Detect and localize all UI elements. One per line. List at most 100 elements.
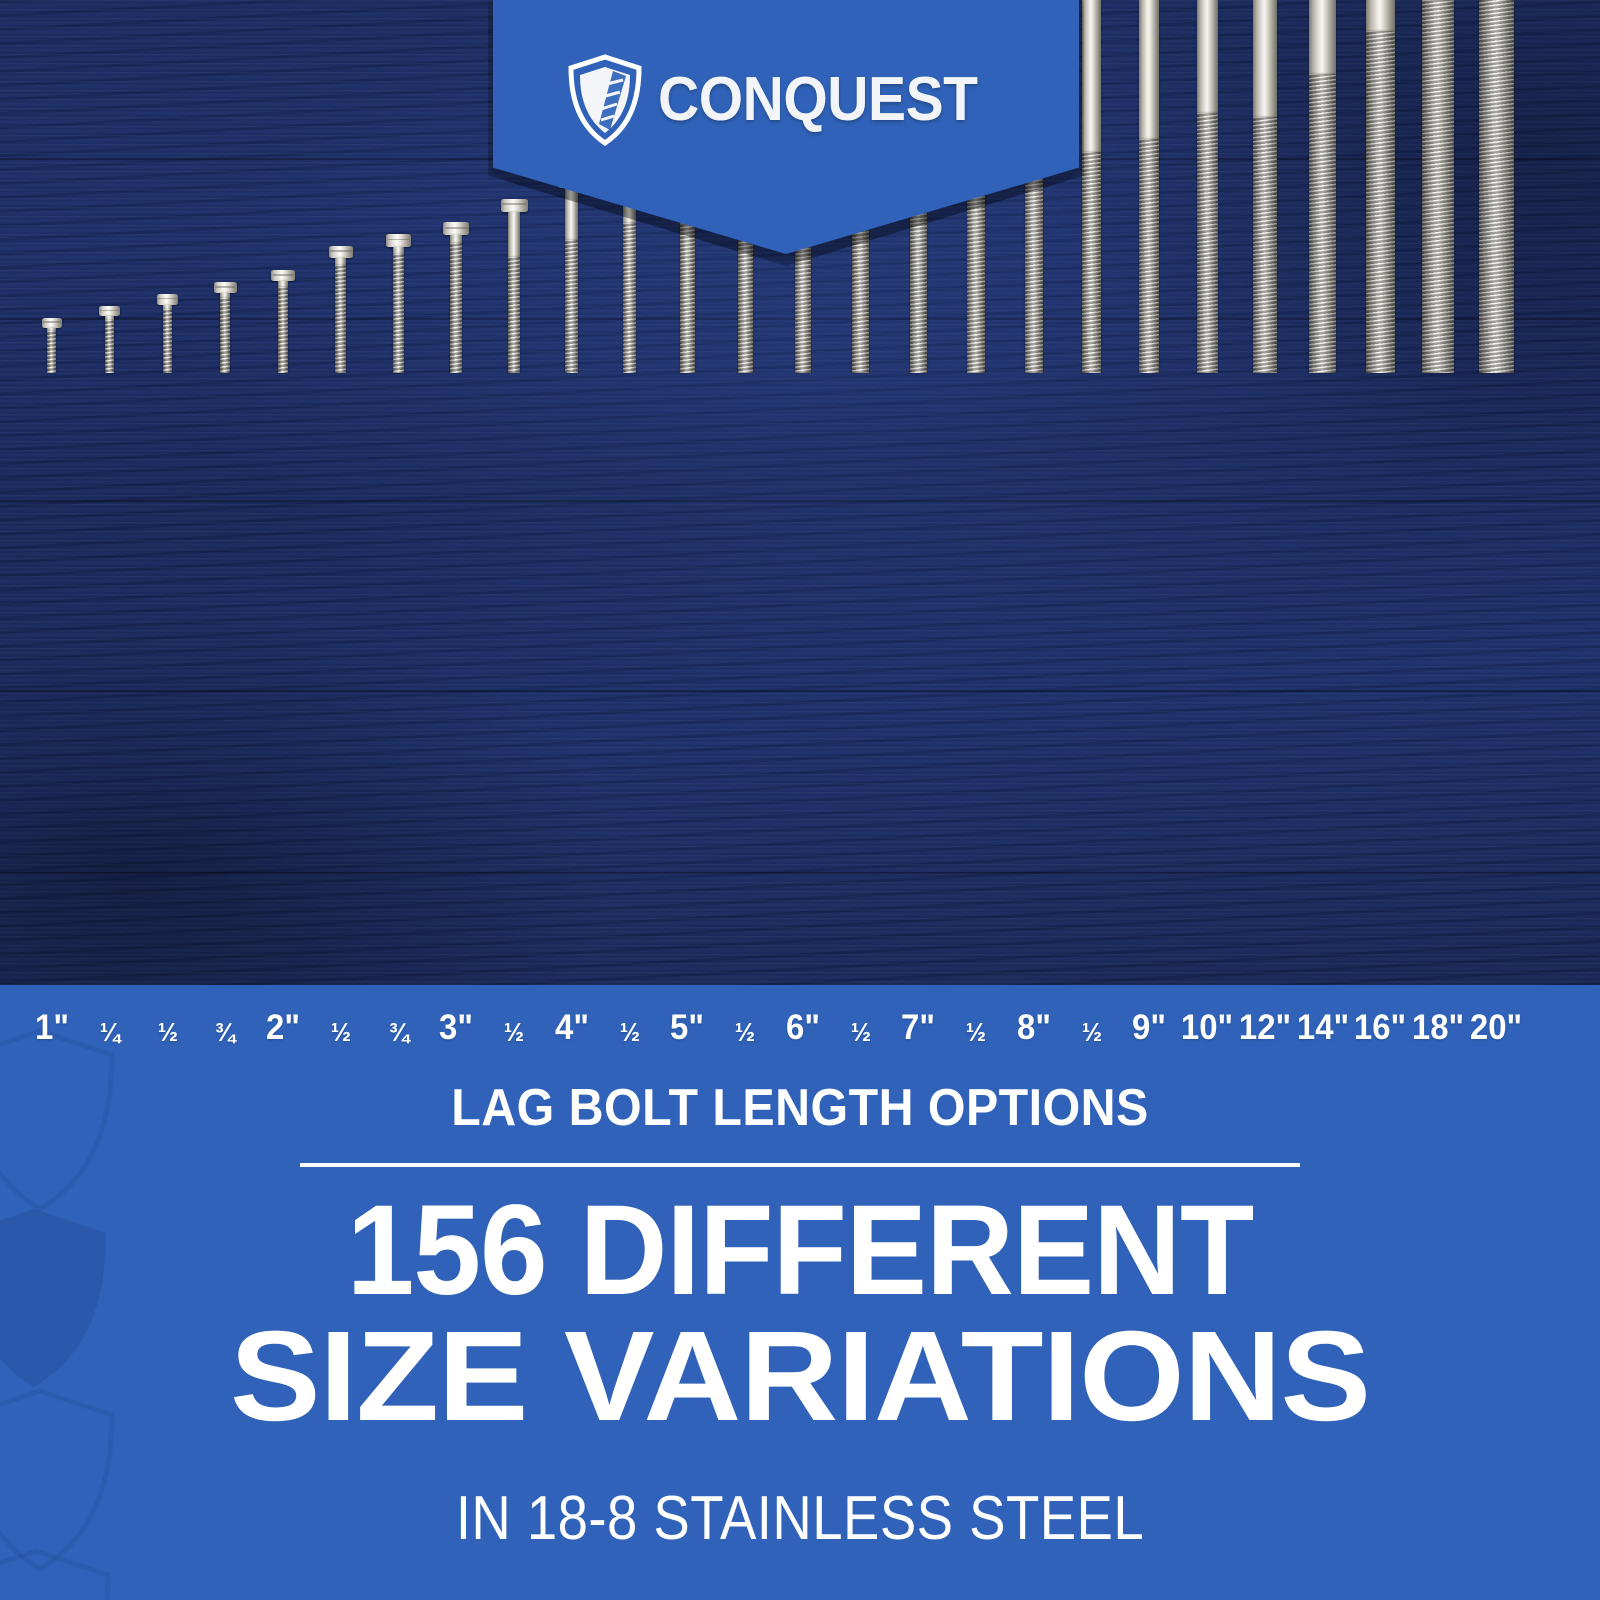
scale-tick-label: ½ [850,1017,871,1047]
bolt-threads [335,265,347,373]
bolt-18in [1406,0,1470,373]
subtitle: IN 18-8 STAINLESS STEEL [455,1484,1145,1553]
bolt-shank [1196,0,1218,114]
scale-tick-label: 3" [439,1008,474,1047]
bolt-shank [450,234,463,244]
shield-screw-icon [566,54,644,147]
bolt-head [156,294,179,305]
scale-tick-label: 14" [1296,1008,1349,1047]
watermark-shield-icon [0,1385,120,1575]
bolt-½ [328,246,353,373]
footer-panel [0,985,1600,1600]
bolt-threads [1365,31,1396,373]
bolt-shank [565,188,579,241]
bolt-threads [680,206,696,374]
bolt-shank [507,211,521,257]
bolt-9in [1129,0,1170,373]
scale-tick-label: ¼ [99,1017,120,1047]
bolt-3in [443,222,470,373]
bolt-head [328,246,353,259]
bolt-threads [1422,0,1455,373]
bolt-threads [507,256,521,374]
scale-tick-label: ¾ [215,1017,236,1047]
bolt-threads [277,286,289,374]
scale-tick-label: 7" [901,1008,936,1047]
divider-rule [300,1163,1300,1167]
headline-line-2: SIZE VARIATIONS [230,1305,1371,1448]
bolt-head [500,198,528,212]
bolt-½ [1072,0,1112,373]
scale-tick-label: 16" [1354,1008,1407,1047]
bolt-shank [47,328,57,331]
bolt-threads [392,254,405,373]
scale-tick-label: 1" [35,1008,69,1047]
scale-tick-label: ¾ [388,1017,409,1047]
bolt-threads [1309,74,1337,373]
bolt-shank [1309,0,1337,75]
bolt-shank [162,304,173,309]
bolt-threads [852,204,869,373]
bolt-¼ [99,306,121,374]
scale-tick-label: 4" [554,1008,589,1047]
bolt-threads [105,319,115,374]
bolt-shank [105,316,115,320]
bolt-threads [47,330,57,374]
bolt-½ [500,198,528,374]
scale-tick-label: 12" [1238,1008,1292,1047]
bolt-shank [1139,0,1160,140]
watermark-shield-icon [0,1545,116,1600]
brand-lockup: CONQUEST [493,52,1079,148]
bolt-½ [156,294,179,374]
bolt-¾ [386,234,412,373]
brand-name: CONQUEST [658,65,978,134]
bolt-shank [277,281,289,287]
scale-tick-label: ½ [734,1017,756,1047]
bolt-head [41,318,63,328]
bolt-shank [392,246,405,255]
bolt-threads [1196,113,1219,373]
bolt-head [271,270,295,282]
scale-labels: 1" ¼ ½ ¾ 2" ½ ¾ 3" ½ 4" ½ 5" ½ 6" ½ 7" ½ 8" ½ 9" 10" 12" 14" 16… [0,995,1600,1045]
bolt-shank [220,293,231,298]
bolt-16in [1351,0,1410,373]
scale-tick-label: ½ [619,1017,640,1047]
scale-tick-label: 5" [670,1008,705,1047]
scale-tick-label: 20" [1469,1008,1523,1047]
bolt-2in [271,270,295,374]
bolt-threads [622,223,637,373]
scale-tick-label: ½ [330,1017,351,1047]
bolt-shank [335,258,347,266]
bolt-lineup [41,0,1531,374]
bolt-threads [909,191,928,373]
scale-tick-label: 8" [1016,1008,1051,1047]
bolt-head [443,222,470,235]
bolt-threads [565,240,579,373]
bolt-14in [1296,0,1350,373]
scale-tick-label: ½ [503,1017,525,1047]
bolt-shank [1365,0,1396,32]
bolt-head [99,306,121,317]
bolt-threads [1139,139,1160,373]
bolt-shank [1252,0,1277,117]
bolt-¾ [214,282,237,374]
watermark-shield-icon [0,1025,120,1215]
bolt-threads [220,297,231,374]
scale-tick-label: ½ [965,1017,987,1047]
bolt-head [214,282,237,294]
bolt-head [386,234,412,247]
bolt-threads [1082,152,1102,373]
scale-tick-label: ½ [157,1017,178,1047]
bolt-threads [162,308,173,374]
bolt-threads [967,178,986,373]
bolt-20in [1462,0,1531,374]
scale-tick-label: 6" [785,1008,820,1047]
scale-tick-label: ½ [1081,1017,1102,1047]
bolt-1in [41,318,63,374]
scale-tick-label: 2" [266,1008,300,1047]
bolt-threads [1252,116,1278,374]
headline-line-1: 156 DIFFERENT [346,1179,1255,1322]
scale-tick-label: 10" [1181,1008,1234,1047]
watermark-shield-icon [0,1203,114,1393]
bolt-threads [450,243,463,373]
